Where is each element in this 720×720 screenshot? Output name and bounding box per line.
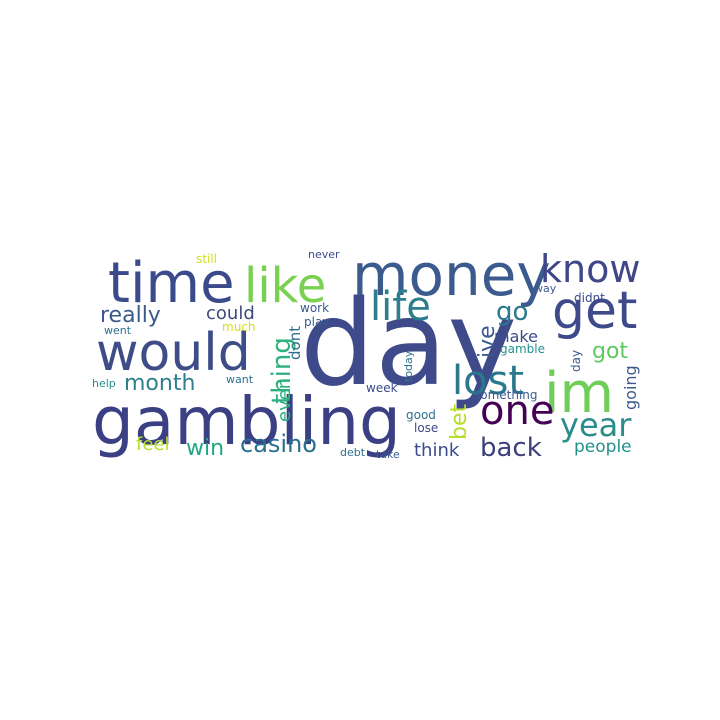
word-didnt: didnt: [574, 291, 605, 305]
word-even: even: [274, 378, 295, 422]
word-know: know: [540, 247, 640, 291]
word-lost: lost: [452, 358, 524, 404]
word-way: way: [534, 282, 557, 295]
word-im: im: [544, 361, 614, 426]
word-lose: lose: [414, 421, 438, 435]
word-year: year: [560, 406, 632, 444]
word-thing: thing: [267, 337, 297, 404]
word-get: get: [552, 281, 637, 341]
word-today: today: [402, 350, 415, 382]
word-went: went: [104, 324, 132, 337]
word-money: money: [352, 241, 551, 309]
word-really: really: [100, 303, 161, 328]
word-make: make: [494, 327, 538, 346]
word-never: never: [308, 248, 340, 261]
word-still: still: [196, 252, 217, 266]
word-good: good: [406, 408, 436, 422]
word-ive: ive: [475, 325, 500, 358]
word-month: month: [124, 371, 195, 396]
word-debt: debt: [340, 446, 366, 459]
word-help: help: [92, 377, 116, 390]
word-gambling: gambling: [92, 383, 401, 460]
word-people: people: [574, 437, 632, 457]
word-week: week: [366, 381, 398, 395]
word-day: day: [300, 274, 517, 412]
word-go: go: [496, 297, 528, 327]
word-like: like: [244, 258, 326, 314]
word-dont: dont: [286, 326, 304, 360]
word-something: something: [474, 388, 538, 402]
word-got: got: [592, 339, 628, 364]
word-could: could: [206, 303, 255, 324]
word-win: win: [186, 436, 224, 461]
word-time: time: [108, 251, 235, 316]
word-take: take: [376, 448, 400, 461]
word-want: want: [226, 373, 254, 386]
word-would: would: [96, 323, 251, 383]
word-feel: feel: [136, 434, 170, 455]
word-gamble: gamble: [500, 342, 545, 356]
word-think: think: [414, 440, 460, 461]
word-back: back: [480, 433, 542, 463]
word-work: work: [300, 301, 329, 315]
word-day: day: [569, 350, 583, 372]
word-casino: casino: [240, 430, 317, 458]
word-one: one: [480, 388, 554, 434]
word-life: life: [370, 284, 431, 330]
word-much: much: [222, 320, 256, 334]
word-bet: bet: [447, 404, 472, 441]
word-play: play: [304, 315, 329, 329]
word-going: going: [621, 365, 640, 410]
